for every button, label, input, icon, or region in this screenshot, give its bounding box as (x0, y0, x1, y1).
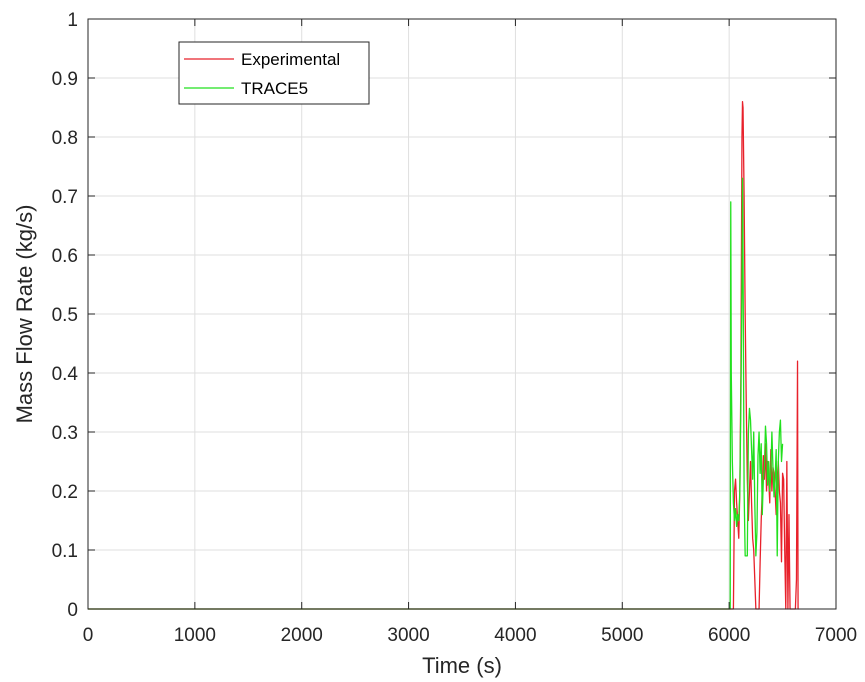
x-tick-labels: 0 1000 2000 3000 4000 5000 6000 7000 (83, 625, 857, 646)
x-tick-label: 5000 (601, 625, 643, 646)
y-tick-label: 0.1 (52, 541, 78, 562)
x-tick-label: 7000 (815, 625, 857, 646)
grid-lines (88, 19, 836, 609)
y-tick-labels: 0 0.1 0.2 0.3 0.4 0.5 0.6 0.7 0.8 0.9 1 (52, 10, 79, 621)
y-tick-label: 0.4 (52, 364, 79, 385)
x-tick-label: 6000 (708, 625, 750, 646)
tick-marks (87, 18, 837, 610)
legend-label-trace5: TRACE5 (241, 79, 308, 98)
y-tick-label: 0.3 (52, 423, 78, 444)
y-tick-label: 0.8 (52, 128, 78, 149)
series-line-trace5 (88, 177, 784, 610)
x-tick-label: 0 (83, 625, 94, 646)
y-axis-label: Mass Flow Rate (kg/s) (12, 205, 37, 424)
y-tick-label: 0.7 (52, 187, 78, 208)
x-tick-label: 3000 (387, 625, 429, 646)
x-tick-label: 4000 (494, 625, 536, 646)
y-tick-label: 0.5 (52, 305, 78, 326)
x-axis-label: Time (s) (422, 653, 502, 678)
y-tick-label: 0.6 (52, 246, 78, 267)
y-tick-label: 0 (67, 600, 78, 621)
legend-box (178, 41, 370, 105)
series-layer (88, 100, 799, 610)
y-tick-label: 1 (67, 10, 78, 31)
y-tick-label: 0.2 (52, 482, 78, 503)
legend: Experimental TRACE5 (178, 41, 370, 105)
x-tick-label: 2000 (281, 625, 323, 646)
x-tick-label: 1000 (174, 625, 216, 646)
y-tick-label: 0.9 (52, 69, 78, 90)
legend-label-experimental: Experimental (241, 50, 340, 69)
